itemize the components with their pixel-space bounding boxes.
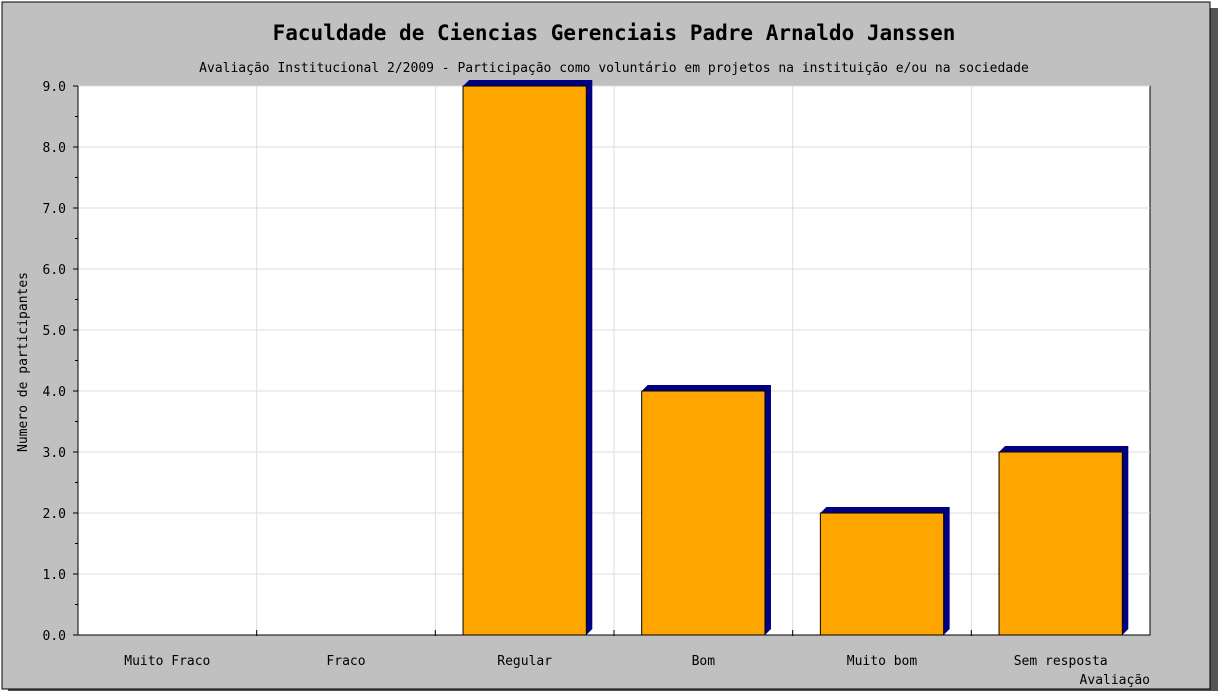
chart-title: Faculdade de Ciencias Gerenciais Padre A… <box>273 21 956 45</box>
y-tick-label: 6.0 <box>43 263 66 278</box>
x-tick-label: Muito Fraco <box>124 654 210 669</box>
chart-subtitle: Avaliação Institucional 2/2009 - Partici… <box>199 61 1029 76</box>
y-tick-label: 0.0 <box>43 629 66 644</box>
x-tick-label: Bom <box>692 654 716 669</box>
y-tick-label: 1.0 <box>43 568 66 583</box>
bar <box>462 85 587 636</box>
x-axis-label: Avaliação <box>1080 673 1150 688</box>
x-tick-label: Muito bom <box>847 654 918 669</box>
y-tick-label: 4.0 <box>43 385 66 400</box>
bar <box>641 390 766 636</box>
bar <box>998 451 1123 636</box>
y-tick-label: 2.0 <box>43 507 66 522</box>
x-tick-label: Regular <box>497 654 552 669</box>
x-tick-label: Fraco <box>326 654 365 669</box>
y-tick-label: 5.0 <box>43 324 66 339</box>
y-tick-label: 7.0 <box>43 202 66 217</box>
y-tick-label: 8.0 <box>43 141 66 156</box>
x-tick-label: Sem resposta <box>1014 654 1108 669</box>
y-tick-label: 3.0 <box>43 446 66 461</box>
bar <box>819 512 945 636</box>
axis-layer: 0.0 1.0 2.0 3.0 4.0 5.0 6.0 7.0 8.0 9.0 Muito Frac… <box>43 80 1150 669</box>
y-tick-label: 9.0 <box>43 80 66 95</box>
bars-layer <box>462 80 1129 636</box>
y-axis-label: Numero de participantes <box>16 272 31 452</box>
